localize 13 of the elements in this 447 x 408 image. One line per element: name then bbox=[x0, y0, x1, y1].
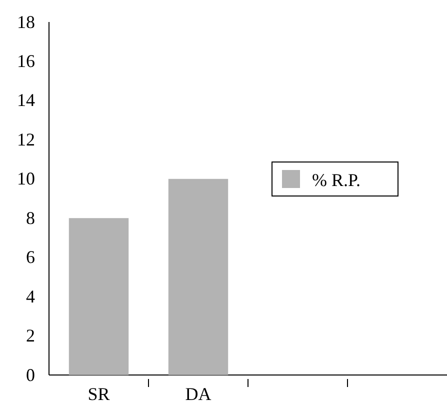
y-tick-label: 14 bbox=[17, 90, 35, 110]
y-tick-label: 16 bbox=[17, 50, 35, 71]
x-tick-label: SR bbox=[88, 384, 110, 404]
y-tick-label: 4 bbox=[26, 286, 35, 306]
y-tick-label: 2 bbox=[26, 326, 35, 346]
y-tick-label: 12 bbox=[17, 129, 35, 150]
x-tick-label: DA bbox=[185, 384, 212, 404]
y-tick-label: 18 bbox=[17, 12, 35, 32]
y-tick-label: 6 bbox=[26, 247, 35, 268]
y-tick-label: 0 bbox=[26, 364, 35, 385]
y-tick-label: 10 bbox=[17, 168, 35, 189]
y-tick-label: 8 bbox=[26, 208, 35, 228]
legend-label: % R.P. bbox=[312, 170, 361, 190]
